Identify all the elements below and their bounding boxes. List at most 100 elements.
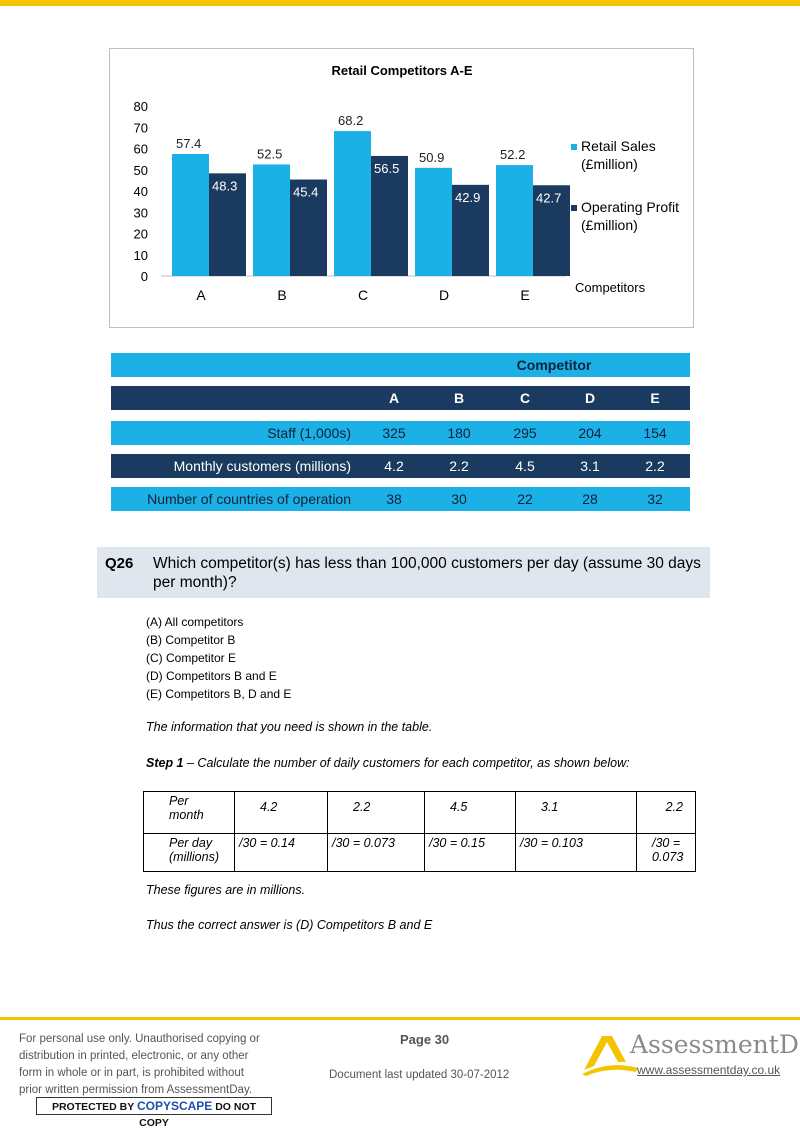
disclaimer-line: For personal use only. Unauthorised copy… [19,1033,260,1045]
table-row: Monthly customers (millions) 4.2 2.2 4.5… [111,454,690,478]
row-label: Monthly customers (millions) [173,458,351,474]
y-tick-label: 60 [134,142,148,157]
table-cell: 2.2 [636,791,696,834]
explanation-conclusion: Thus the correct answer is (D) Competito… [146,918,433,932]
data-label: 45.4 [293,185,318,200]
answer-option: (A) All competitors [146,615,244,629]
table-cell: 3.1 [580,458,600,474]
bar [334,131,371,276]
y-tick-label: 40 [134,184,148,199]
table-cell: 4.2 [234,791,328,834]
bar [172,154,209,276]
table-cell: 38 [386,491,402,507]
legend-swatch [571,205,577,211]
x-tick-label: C [358,287,368,303]
y-tick-label: 0 [141,269,148,284]
competitor-title-row: Competitor [111,353,690,377]
competitor-title: Competitor [516,357,592,373]
y-tick-label: 50 [134,163,148,178]
explanation-note: These figures are in millions. [146,883,306,897]
question-text: Which competitor(s) has less than 100,00… [153,555,701,591]
row-label: Staff (1,000s) [267,425,351,441]
bar [253,164,290,276]
competitor-header-row: A B C D E [111,386,690,410]
table-cell: 3.1 [515,791,637,834]
table-cell: 180 [447,425,471,441]
footer-disclaimer: For personal use only. Unauthorised copy… [19,1031,289,1099]
bar [452,184,489,276]
bar-chart: Retail Competitors A-E 0 10 20 30 40 50 60 70 80 5… [109,48,694,328]
row-label-line: Per day [169,836,213,850]
row-label: Per day (millions) [143,833,235,872]
cell-line: 0.073 [652,850,684,864]
copyscape-post: DO NOT COPY [139,1101,257,1129]
step-label: Step 1 [146,756,184,770]
table-cell: 30 [451,491,467,507]
table-cell: 2.2 [327,791,425,834]
disclaimer-line: prior written permission from Assessment… [19,1084,253,1096]
table-cell: 32 [647,491,663,507]
data-label: 52.5 [257,146,282,161]
y-tick-label: 10 [134,248,148,263]
y-tick-label: 30 [134,205,148,220]
y-tick-label: 80 [134,99,148,114]
bar [290,179,327,276]
top-accent-bar [0,0,800,6]
answer-option: (D) Competitors B and E [146,669,277,683]
explanation-intro: The information that you need is shown i… [146,720,433,734]
column-header: A [388,390,400,406]
answer-options: (A) All competitors (B) Competitor B (C)… [146,613,291,703]
answer-option: (B) Competitor B [146,633,236,647]
row-label-line: (millions) [169,850,219,864]
bar [533,185,570,276]
copyscape-badge[interactable]: PROTECTED BY COPYSCAPE DO NOT COPY [36,1097,272,1129]
answer-option: (E) Competitors B, D and E [146,687,292,701]
x-tick-label: B [277,287,286,303]
legend-label: (£million) [581,156,638,172]
data-label: 68.2 [338,113,363,128]
table-cell: 28 [582,491,598,507]
data-label: 50.9 [419,150,444,165]
table-cell: /30 = 0.15 [424,833,516,872]
table-row: Number of countries of operation 38 30 2… [111,487,690,511]
x-axis-label: Competitors [575,280,646,295]
row-label-line: Per [169,794,189,808]
table-cell: 295 [513,425,537,441]
table-cell: /30 = 0.14 [234,833,328,872]
website-link[interactable]: www.assessmentday.co.uk [637,1063,781,1077]
table-cell: 4.2 [384,458,404,474]
x-tick-label: E [520,287,529,303]
row-label: Per month [143,791,235,834]
cell-line: /30 = [652,836,681,850]
footer-accent-bar [0,1017,800,1020]
table-cell: /30 = 0.073 [636,833,696,872]
data-label: 48.3 [212,178,237,193]
question-number: Q26 [105,555,134,572]
data-label: 57.4 [176,136,201,151]
column-header: C [519,390,531,406]
bar [415,167,452,276]
question-box: Q26 Which competitor(s) has less than 10… [97,547,710,598]
table-cell: 2.2 [645,458,665,474]
last-updated: Document last updated 30-07-2012 [329,1069,510,1081]
chart-title: Retail Competitors A-E [331,63,472,78]
table-row: Per month 4.2 2.2 4.5 3.1 2.2 [143,791,696,834]
table-cell: 325 [382,425,406,441]
calculation-table: Per month 4.2 2.2 4.5 3.1 2.2 Per day (mil… [143,791,696,872]
table-cell: 22 [517,491,533,507]
x-tick-label: A [196,287,206,303]
legend-label: Retail Sales [581,138,656,154]
bar [209,173,246,276]
column-header: D [584,390,596,406]
table-row: Per day (millions) /30 = 0.14 /30 = 0.073… [143,833,696,872]
data-label: 56.5 [374,161,399,176]
copyscape-pre: PROTECTED BY [51,1101,137,1113]
step-text: – Calculate the number of daily customer… [183,756,630,770]
table-cell: /30 = 0.103 [515,833,637,872]
answer-option: (C) Competitor E [146,651,237,665]
disclaimer-line: distribution in printed, electronic, or … [19,1050,249,1062]
bar [371,155,408,276]
brand-name: AssessmentDay [630,1030,800,1059]
column-header: E [650,390,660,406]
chart-svg: Retail Competitors A-E 0 10 20 30 40 50 60 70 80 5… [134,63,680,303]
